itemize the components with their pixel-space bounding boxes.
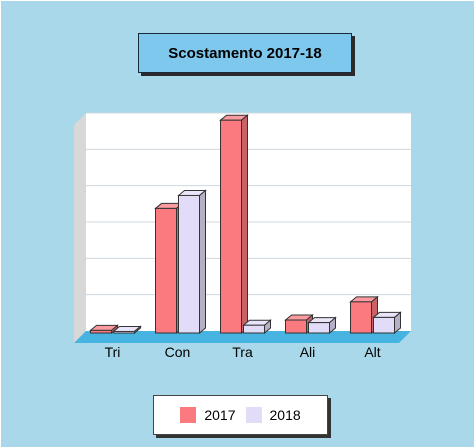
bar-front-face [285, 319, 307, 334]
bar-side-face [241, 114, 248, 335]
bar-tri-2018 [112, 325, 142, 335]
bar-ali-2017 [284, 313, 314, 335]
legend-label-2018: 2018 [269, 407, 301, 423]
legend-swatch-2018 [245, 407, 262, 423]
bar-tra-2017 [219, 114, 249, 335]
bar-front-face [350, 301, 372, 334]
bar-front-face [90, 329, 112, 334]
bars-group [89, 114, 402, 335]
bar-front-face [373, 316, 395, 334]
plot-side-wall [74, 113, 86, 343]
bar-front-face [220, 119, 242, 334]
x-tick-label: Ali [300, 344, 316, 360]
x-axis-labels: Tri Con Tra Ali Alt [105, 344, 381, 360]
legend-item-2017: 2017 [180, 407, 236, 423]
bar-tra-2018 [242, 319, 272, 335]
plot-floor [74, 331, 411, 343]
bar-front-face [308, 322, 330, 334]
legend: 2017 2018 [153, 395, 328, 435]
legend-item-2018: 2018 [245, 407, 301, 423]
chart-title: Scostamento 2017-18 [138, 33, 352, 73]
x-tick-label: Tra [232, 344, 253, 360]
legend-label-2017: 2017 [204, 407, 236, 423]
bar-con-2018 [177, 189, 207, 335]
x-tick-label: Tri [105, 344, 121, 360]
bar-front-face [243, 324, 265, 334]
bar-front-face [155, 207, 177, 334]
x-tick-label: Con [165, 344, 191, 360]
x-tick-label: Alt [364, 344, 380, 360]
bar-ali-2018 [307, 316, 337, 335]
bar-front-face [178, 194, 200, 334]
bar-alt-2018 [372, 311, 402, 335]
plot-area [74, 112, 411, 343]
legend-swatch-2017 [180, 407, 197, 423]
bar-front-face [113, 330, 135, 334]
bar-side-face [199, 189, 206, 335]
